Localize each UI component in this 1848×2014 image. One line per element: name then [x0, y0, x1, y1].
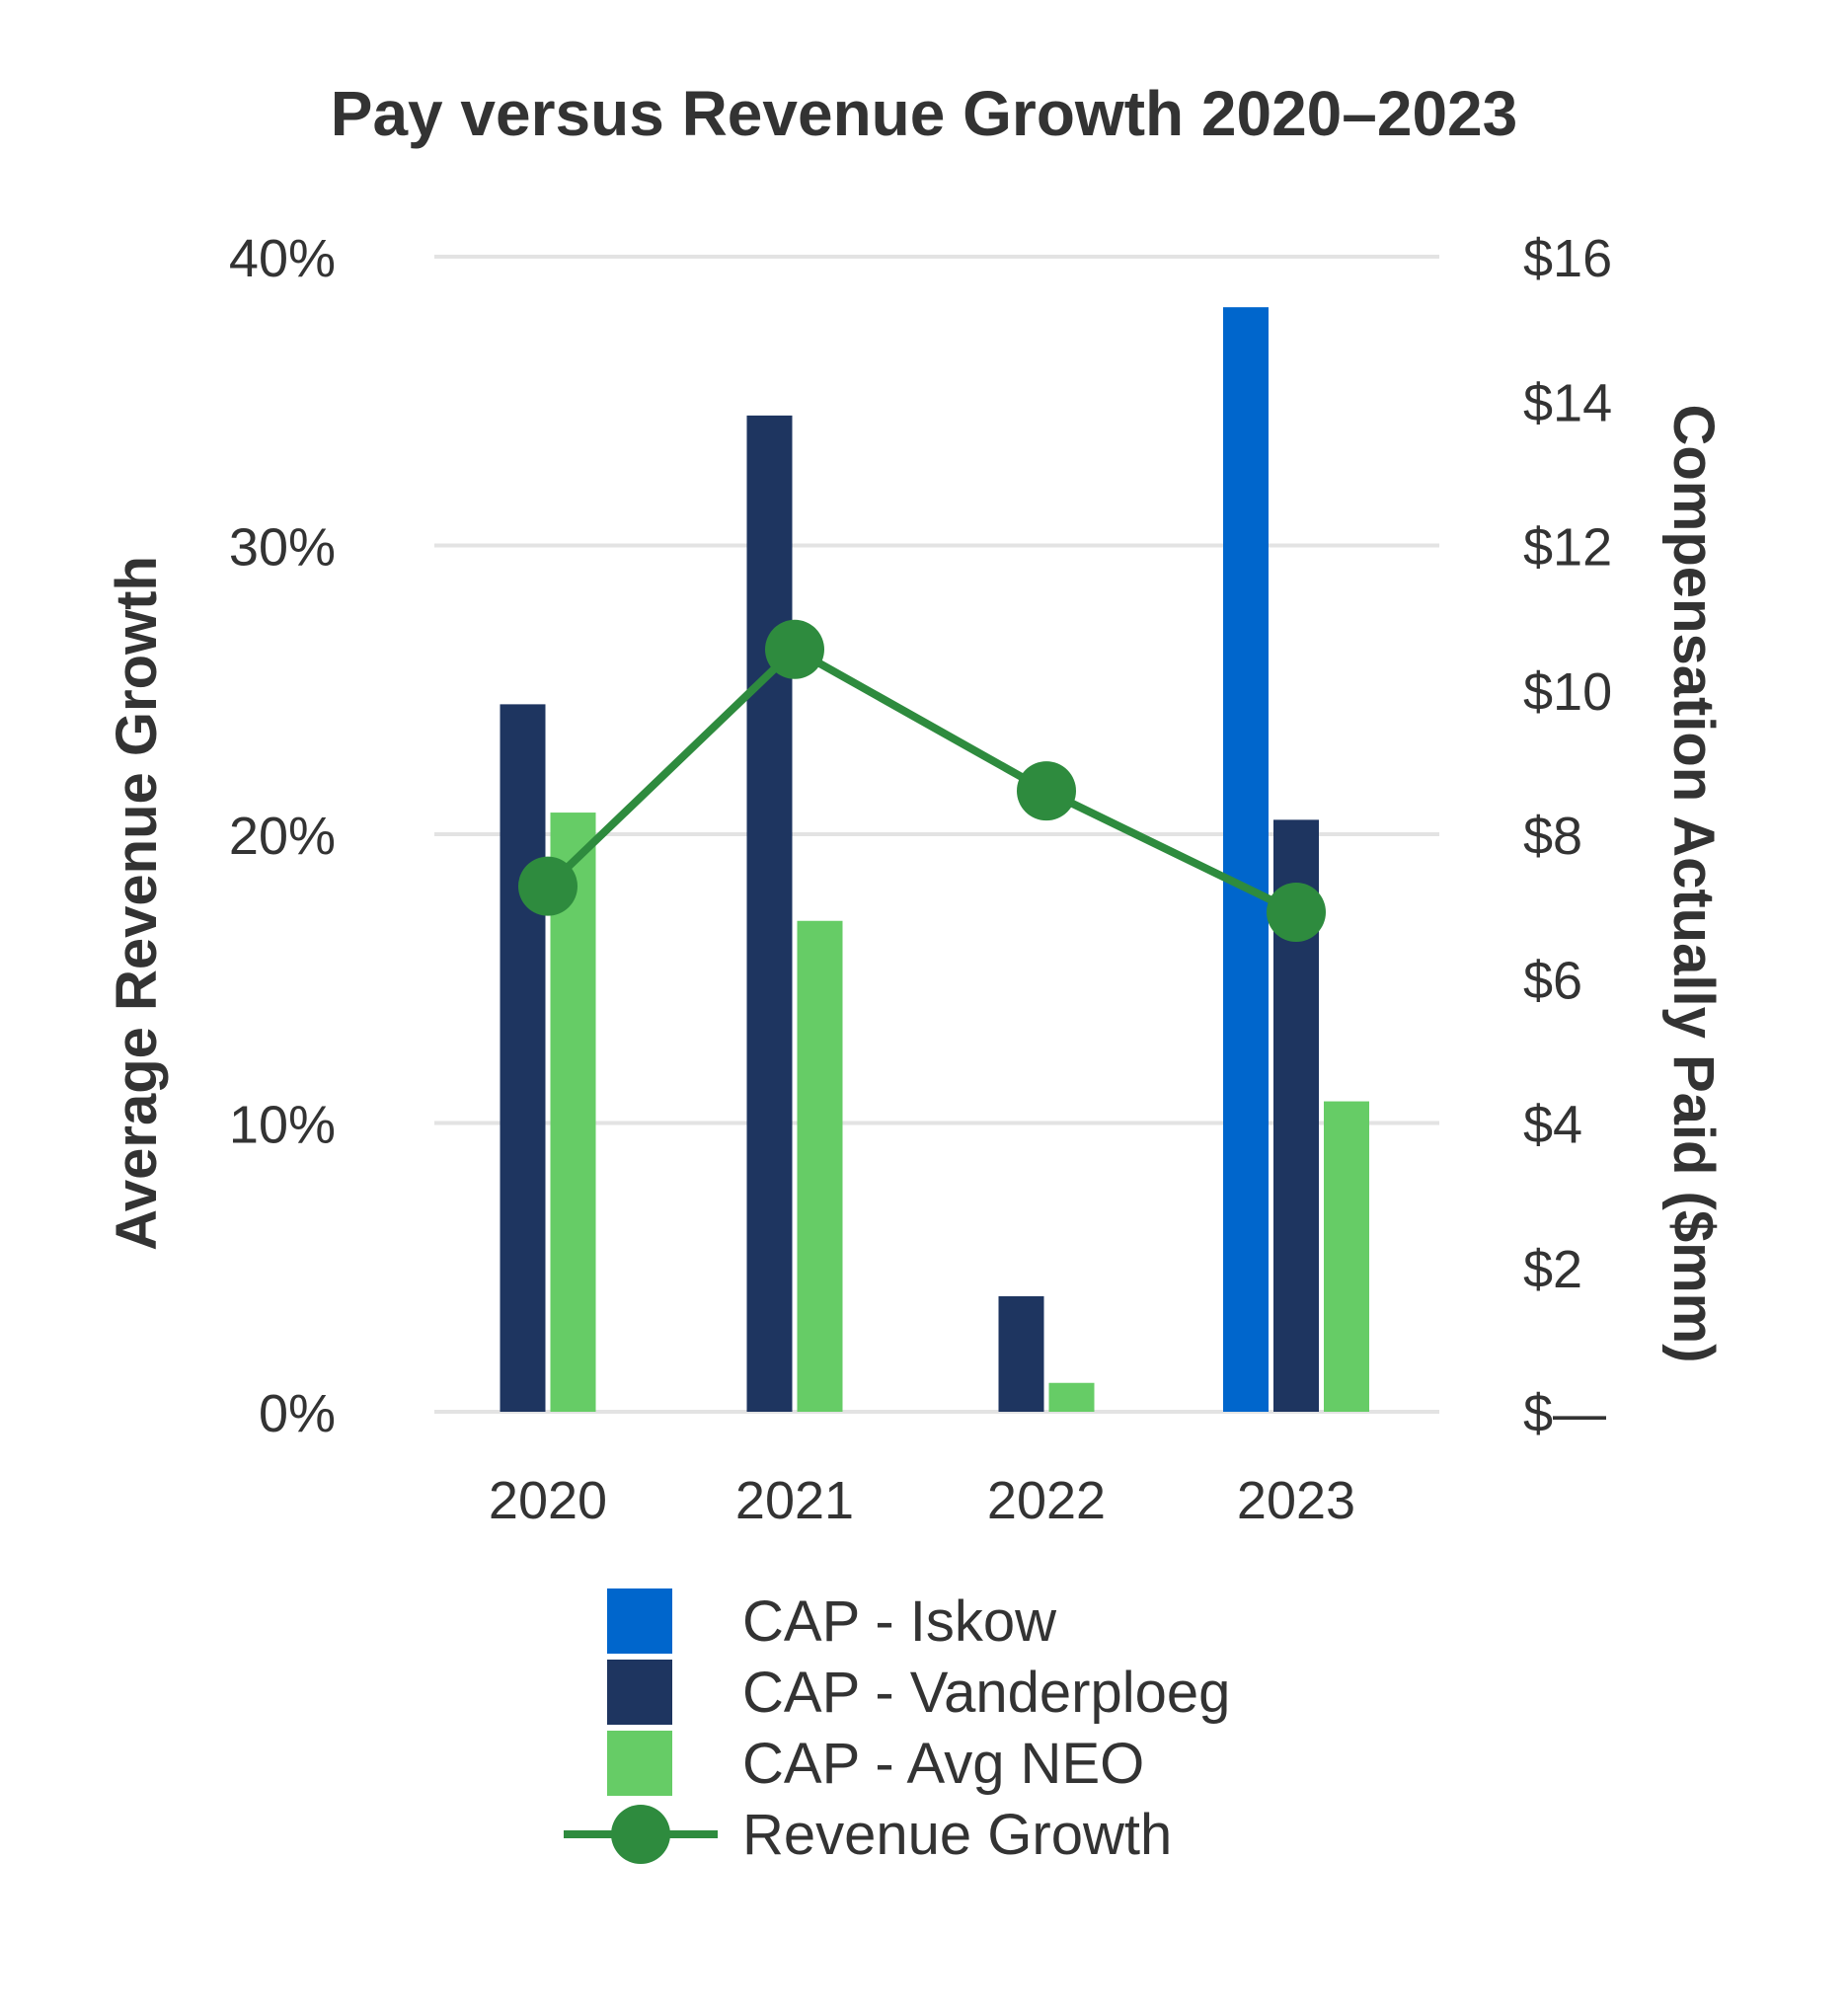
bar-cap-vanderploeg-2020 — [500, 704, 546, 1412]
revenue-growth-line — [545, 645, 1298, 916]
right-tick-label: $12 — [1523, 518, 1612, 578]
chart-title: Pay versus Revenue Growth 2020–2023 — [330, 78, 1518, 149]
left-tick-label: 40% — [229, 229, 336, 288]
left-tick-label: 30% — [229, 518, 336, 578]
right-tick-label: $10 — [1523, 662, 1612, 722]
revenue-growth-point-2021 — [765, 619, 824, 679]
right-tick-label: $6 — [1523, 951, 1582, 1010]
right-tick-label: $2 — [1523, 1240, 1582, 1299]
legend-line-marker — [564, 1802, 718, 1867]
legend-swatch-vanderploeg — [607, 1660, 672, 1725]
bar-cap-iskow-2023 — [1223, 307, 1269, 1412]
left-axis-title: Average Revenue Growth — [105, 556, 169, 1251]
left-tick-label: 20% — [229, 807, 336, 866]
legend-label-revenue-growth: Revenue Growth — [742, 1802, 1173, 1867]
legend-label-iskow: CAP - Iskow — [742, 1588, 1057, 1654]
legend-item-revenue-growth: Revenue Growth — [553, 1799, 1172, 1870]
revenue-growth-point-2020 — [518, 856, 578, 916]
legend-item-vanderploeg: CAP - Vanderploeg — [553, 1657, 1230, 1728]
right-tick-label: $14 — [1523, 373, 1612, 432]
legend-item-avg-neo: CAP - Avg NEO — [553, 1728, 1144, 1799]
revenue-growth-point-2022 — [1017, 761, 1076, 821]
right-tick-label: $4 — [1523, 1096, 1582, 1155]
legend: CAP - Iskow CAP - Vanderploeg CAP - Avg … — [553, 1586, 1230, 1870]
legend-item-iskow: CAP - Iskow — [553, 1586, 1056, 1657]
right-tick-label: $— — [1523, 1384, 1606, 1443]
bar-cap-avg-neo-2021 — [797, 920, 843, 1412]
right-tick-label: $16 — [1523, 229, 1612, 288]
right-tick-label: $8 — [1523, 807, 1582, 866]
bar-cap-vanderploeg-2021 — [746, 415, 793, 1412]
bar-cap-avg-neo-2022 — [1048, 1382, 1095, 1412]
x-tick-label: 2022 — [987, 1471, 1106, 1530]
bar-cap-avg-neo-2023 — [1324, 1101, 1369, 1412]
left-tick-label: 10% — [229, 1096, 336, 1155]
legend-swatch-iskow — [607, 1588, 672, 1654]
bar-cap-vanderploeg-2022 — [998, 1296, 1044, 1412]
right-axis-title: Compensation Actually Paid ($mm) — [1661, 404, 1726, 1362]
x-tick-label: 2020 — [489, 1471, 607, 1530]
x-tick-label: 2021 — [735, 1471, 854, 1530]
legend-swatch-avg-neo — [607, 1731, 672, 1796]
legend-label-vanderploeg: CAP - Vanderploeg — [742, 1660, 1231, 1725]
x-tick-label: 2023 — [1237, 1471, 1355, 1530]
left-tick-label: 0% — [259, 1384, 336, 1443]
revenue-growth-point-2023 — [1267, 882, 1326, 942]
legend-label-avg-neo: CAP - Avg NEO — [742, 1731, 1145, 1796]
